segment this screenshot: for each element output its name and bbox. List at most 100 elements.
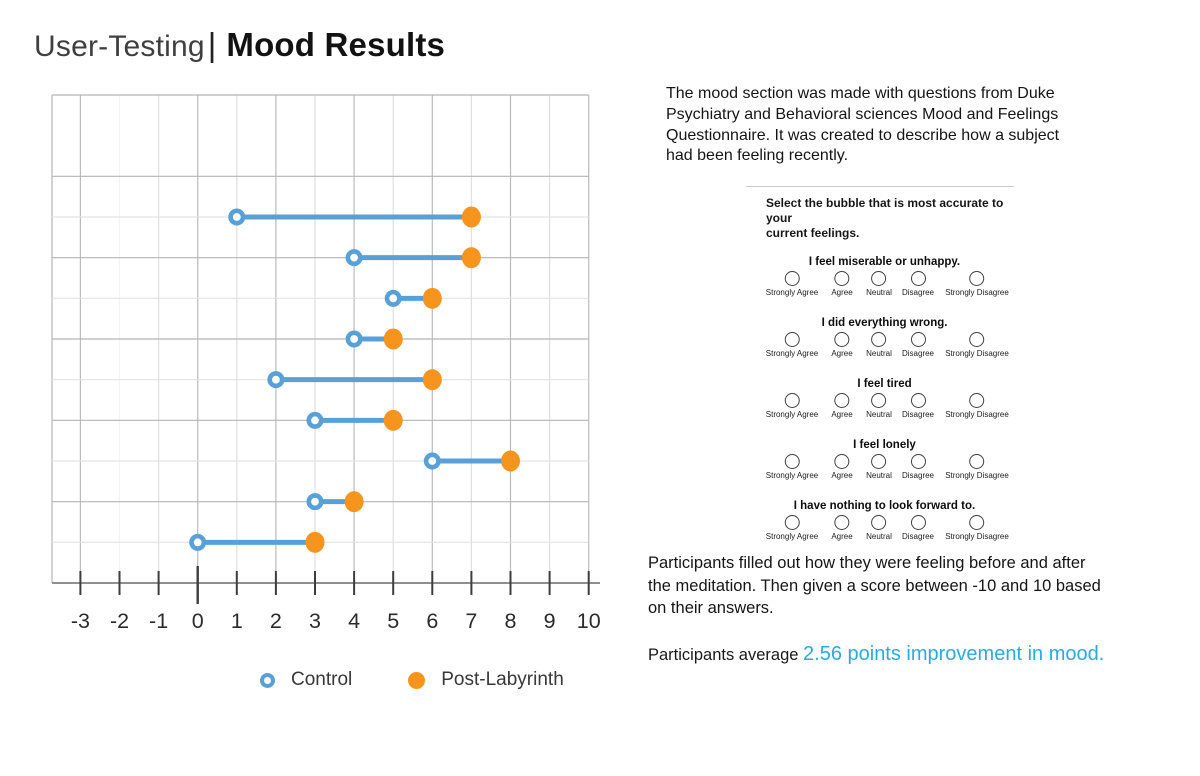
average-prefix: Participants average — [648, 646, 804, 664]
option-label: Strongly Disagree — [945, 532, 1009, 541]
option-label: Disagree — [901, 349, 935, 358]
control-marker — [306, 493, 324, 511]
page-title: User-Testing | Mood Results — [34, 26, 445, 64]
question-group: I did everything wrong. Strongly Agree Agr… — [746, 317, 1014, 363]
option-label: Neutral — [866, 288, 892, 297]
post-labyrinth-marker — [461, 247, 481, 269]
radio-circle-icon — [969, 515, 985, 530]
title-section: User-Testing — [34, 30, 205, 63]
radio-circle-icon — [969, 332, 985, 347]
legend-label-post-labyrinth: Post-Labyrinth — [441, 669, 564, 690]
x-tick-label: 10 — [577, 609, 601, 633]
radio-circle-icon — [910, 393, 926, 408]
option-label: Strongly Agree — [765, 288, 819, 297]
radio-circle-icon — [834, 515, 850, 530]
option-column: Disagree — [902, 271, 934, 297]
x-tick-label: -1 — [149, 609, 168, 633]
option-column: Neutral — [866, 332, 892, 358]
legend-item-control: Control — [260, 669, 352, 691]
x-tick-label: 5 — [387, 609, 399, 633]
x-tick-label: 3 — [309, 609, 321, 633]
radio-circle-icon — [871, 332, 887, 347]
options-row: Strongly Agree Agree Neutral Disagree Strong… — [746, 271, 1014, 302]
question-title: I did everything wrong. — [821, 317, 948, 329]
option-label: Neutral — [866, 410, 892, 419]
x-tick-label: 8 — [505, 609, 517, 633]
options-row: Strongly Agree Agree Neutral Disagree Strong… — [746, 393, 1014, 424]
radio-circle-icon — [784, 515, 800, 530]
average-result-line: Participants average 2.56 points improve… — [648, 643, 1168, 666]
options-row: Strongly Agree Agree Neutral Disagree Strong… — [746, 454, 1014, 485]
options-row: Strongly Agree Agree Neutral Disagree Strong… — [746, 332, 1014, 363]
question-group: I feel tired Strongly Agree Agree Neutral Di… — [746, 378, 1014, 424]
question-title: I feel lonely — [853, 439, 916, 451]
post-labyrinth-marker — [383, 328, 403, 350]
option-label: Disagree — [901, 410, 935, 419]
radio-circle-icon — [910, 332, 926, 347]
control-marker — [267, 371, 285, 389]
option-label: Agree — [831, 410, 853, 419]
x-tick-label: 6 — [426, 609, 438, 633]
option-column: Neutral — [866, 515, 892, 541]
control-marker — [345, 249, 363, 267]
question-group: I have nothing to look forward to. Strong… — [746, 500, 1014, 546]
option-label: Neutral — [866, 471, 892, 480]
control-marker — [423, 452, 441, 470]
option-label: Agree — [831, 288, 853, 297]
questionnaire-card: Select the bubble that is most accurate … — [746, 186, 1014, 546]
option-column: Strongly Agree — [766, 393, 818, 419]
post-labyrinth-marker — [422, 287, 442, 309]
option-label: Strongly Disagree — [945, 471, 1009, 480]
post-labyrinth-marker — [383, 409, 403, 431]
radio-circle-icon — [910, 515, 926, 530]
option-label: Strongly Disagree — [945, 349, 1009, 358]
option-column: Neutral — [866, 271, 892, 297]
control-marker — [384, 289, 402, 307]
option-column: Agree — [831, 271, 853, 297]
radio-circle-icon — [834, 271, 850, 286]
radio-circle-icon — [834, 332, 850, 347]
radio-circle-icon — [969, 271, 985, 286]
question-group: I feel lonely Strongly Agree Agree Neutral D… — [746, 439, 1014, 485]
radio-circle-icon — [969, 393, 985, 408]
control-marker-icon — [260, 672, 275, 688]
option-label: Disagree — [901, 532, 935, 541]
option-label: Strongly Agree — [765, 471, 819, 480]
option-column: Strongly Agree — [766, 515, 818, 541]
post-labyrinth-marker — [305, 531, 325, 553]
x-tick-label: 7 — [465, 609, 477, 633]
x-tick-label: 2 — [270, 609, 282, 633]
question-group: I feel miserable or unhappy. Strongly Agr… — [746, 256, 1014, 302]
question-title: I feel tired — [857, 378, 912, 390]
option-label: Strongly Disagree — [945, 410, 1009, 419]
option-column: Agree — [831, 515, 853, 541]
radio-circle-icon — [871, 454, 887, 469]
option-column: Agree — [831, 332, 853, 358]
option-label: Neutral — [866, 532, 892, 541]
option-label: Strongly Agree — [765, 349, 819, 358]
post-labyrinth-marker — [422, 369, 442, 391]
x-tick-label: 0 — [192, 609, 204, 633]
option-column: Strongly Disagree — [945, 393, 1009, 419]
option-column: Agree — [831, 454, 853, 480]
control-marker — [228, 208, 246, 226]
option-column: Disagree — [902, 515, 934, 541]
radio-circle-icon — [784, 271, 800, 286]
question-title: I have nothing to look forward to. — [793, 500, 976, 512]
option-column: Neutral — [866, 454, 892, 480]
post-labyrinth-marker — [344, 491, 364, 513]
x-tick-label: 4 — [348, 609, 360, 633]
option-column: Strongly Disagree — [945, 454, 1009, 480]
options-row: Strongly Agree Agree Neutral Disagree Strong… — [746, 515, 1014, 546]
x-tick-label: 9 — [544, 609, 556, 633]
title-separator: | — [207, 26, 217, 63]
option-label: Strongly Agree — [765, 532, 819, 541]
x-tick-label: -2 — [110, 609, 129, 633]
option-label: Strongly Agree — [765, 410, 819, 419]
radio-circle-icon — [784, 332, 800, 347]
mood-dumbbell-chart: -3 -2 -1 0 1 2 3 4 5 6 7 8 9 10 — [51, 94, 601, 633]
option-column: Strongly Disagree — [945, 271, 1009, 297]
questionnaire-instruction: Select the bubble that is most accurate … — [766, 196, 1004, 240]
radio-circle-icon — [871, 393, 887, 408]
